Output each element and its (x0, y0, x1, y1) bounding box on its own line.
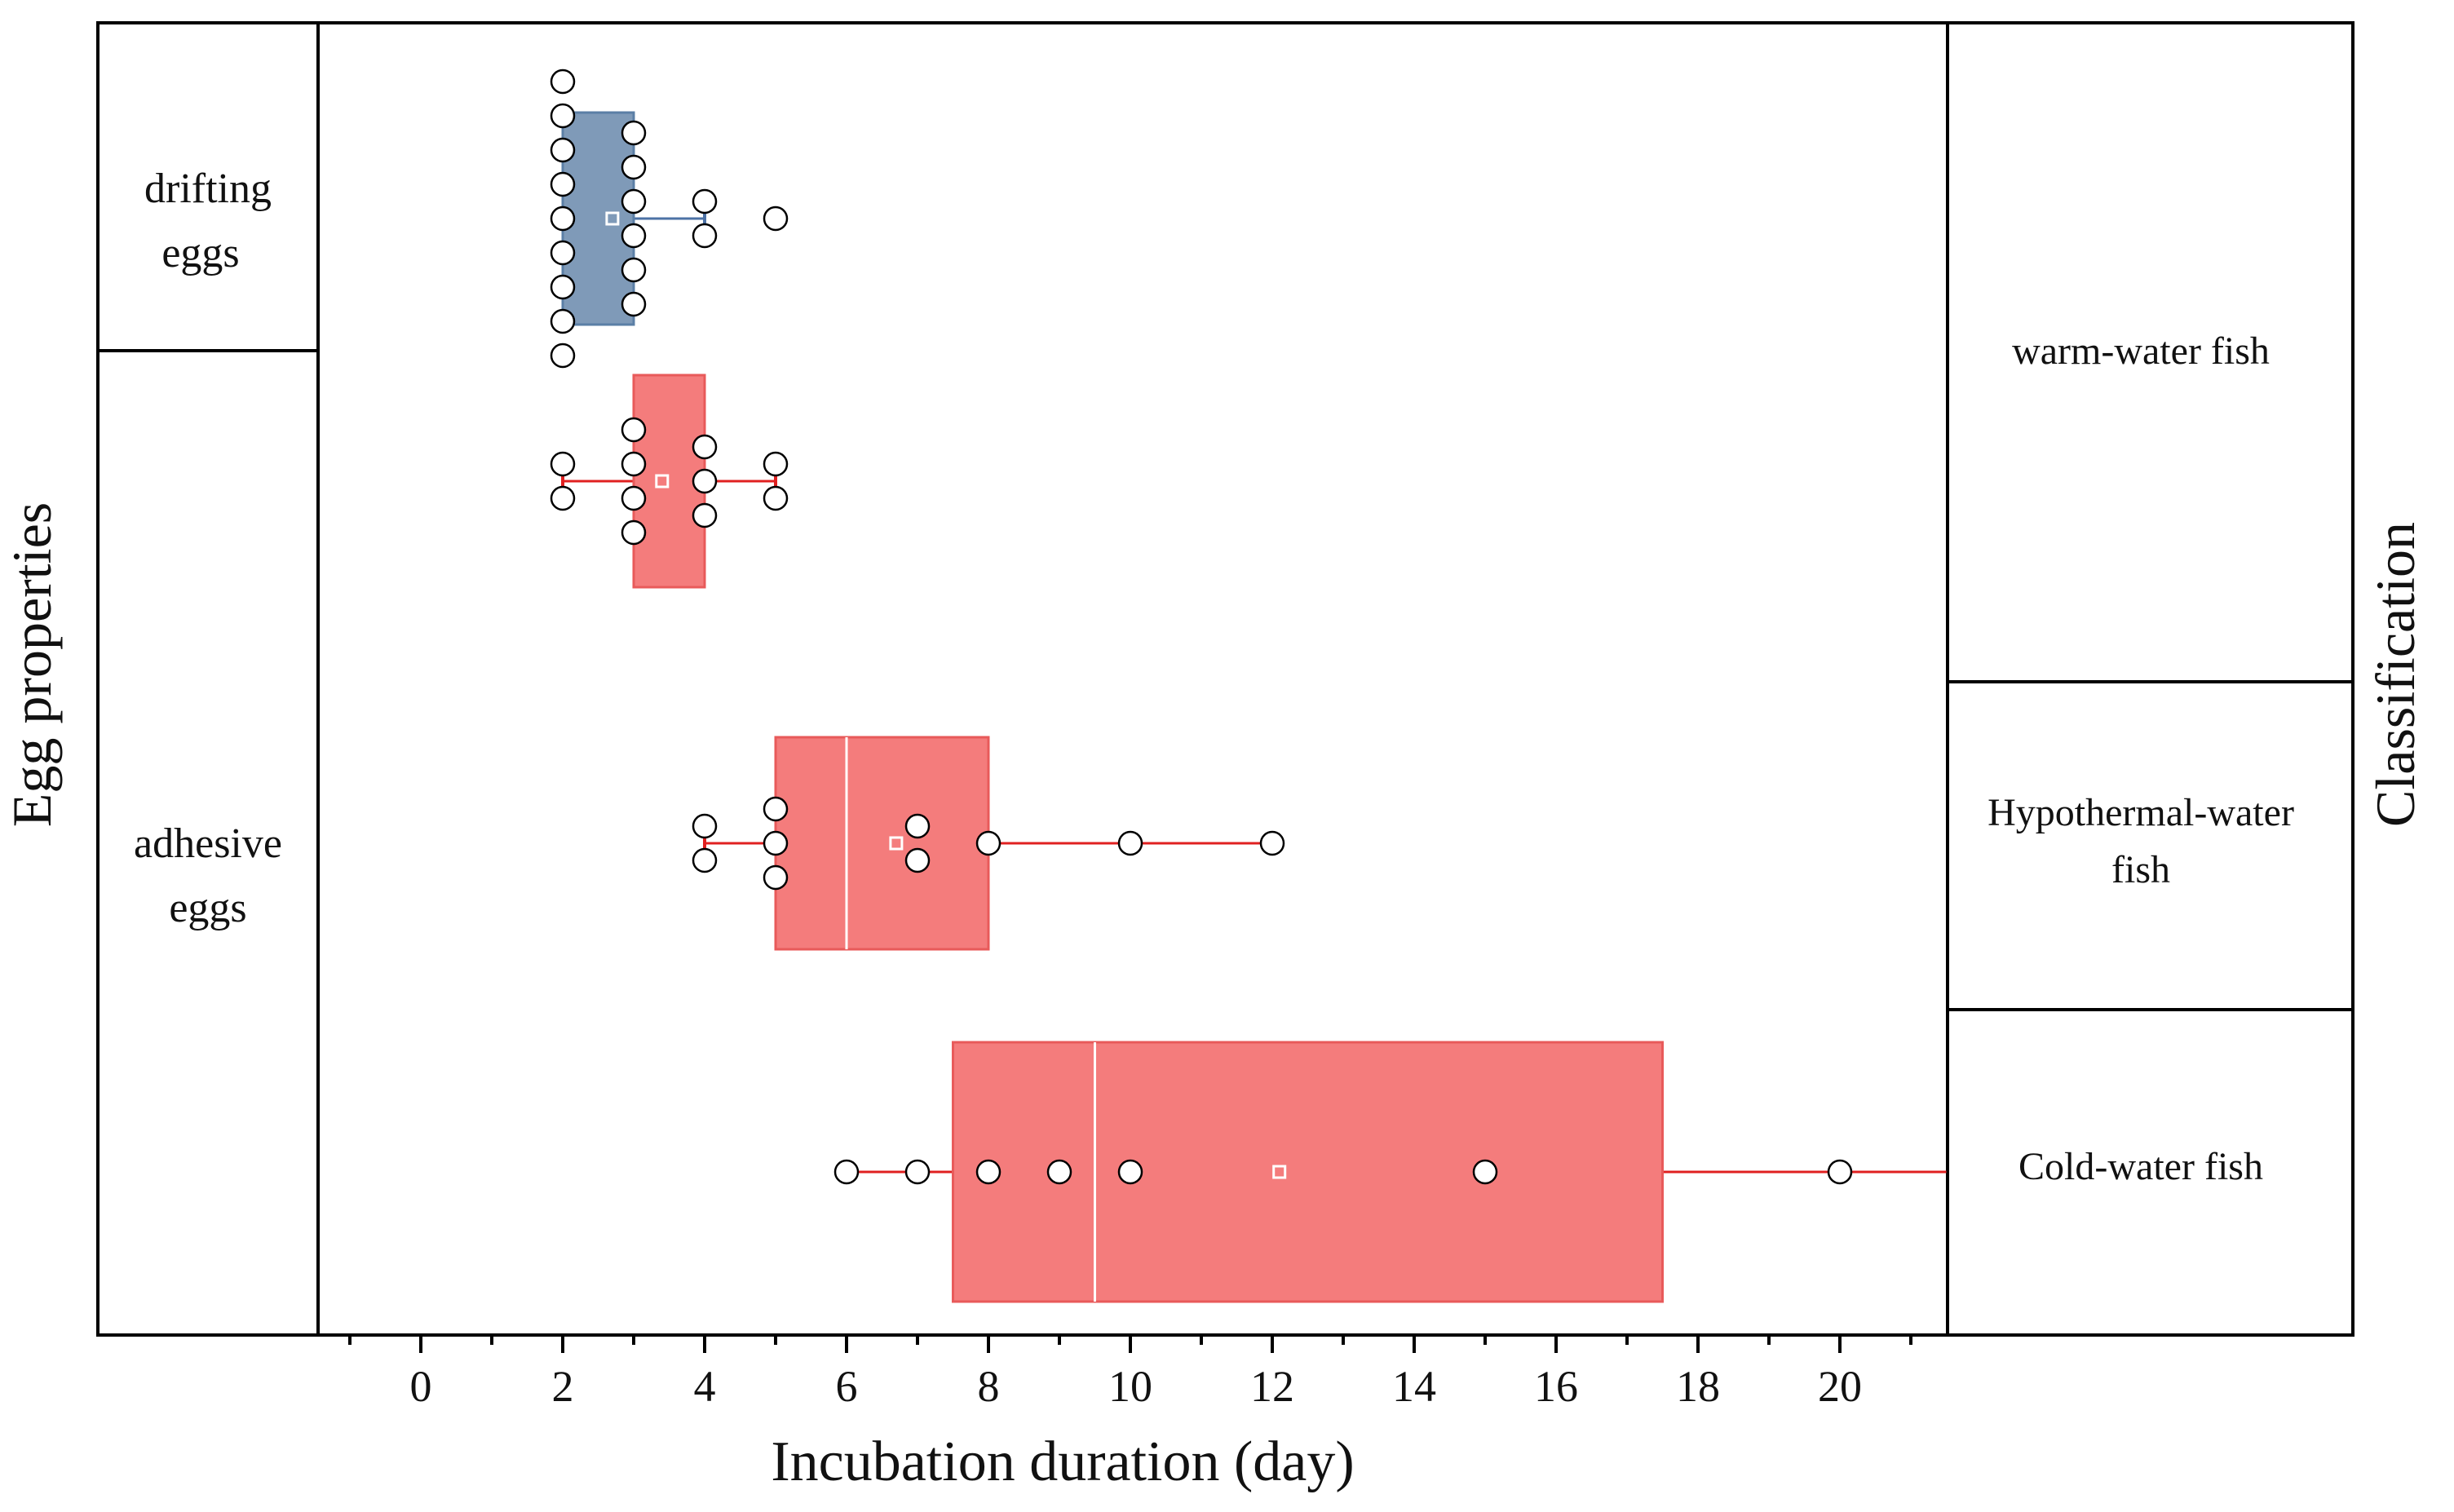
x-tick-label: 4 (694, 1362, 716, 1411)
classification-panel: warm-water fish Hypothermal-water fish C… (1988, 329, 2294, 1188)
data-point (692, 188, 718, 214)
outer-frame (96, 21, 2355, 1337)
classification-label-hypothermal-line-1: Hypothermal-water (1988, 791, 2294, 834)
data-point (975, 1159, 1001, 1185)
data-point (904, 813, 931, 839)
right-axis-title: Classification (2364, 522, 2426, 827)
plot-area (550, 69, 1947, 1303)
x-tick-label: 10 (1108, 1362, 1152, 1411)
data-point (763, 451, 789, 477)
data-point (621, 154, 647, 180)
egg-properties-panel: drifting eggs adhesive eggs (134, 166, 282, 931)
data-point (692, 468, 718, 494)
x-axis: 0 2 4 6 8 10 12 14 16 18 20 (348, 1335, 1912, 1411)
data-point (1827, 1159, 1853, 1185)
box-group-1 (550, 69, 789, 369)
data-point (621, 485, 647, 511)
data-point (833, 1159, 860, 1185)
data-point (550, 274, 576, 300)
box-group-2 (550, 374, 789, 589)
data-point (550, 69, 576, 95)
data-point (904, 847, 931, 873)
data-point (1259, 830, 1285, 856)
data-point (763, 830, 789, 856)
x-tick-label: 14 (1392, 1362, 1436, 1411)
data-point (975, 830, 1001, 856)
mean-marker (605, 211, 620, 226)
data-point (1046, 1159, 1072, 1185)
data-point (1472, 1159, 1498, 1185)
data-point (692, 847, 718, 873)
data-point (621, 188, 647, 214)
data-point (621, 120, 647, 146)
data-point (621, 519, 647, 546)
egg-property-label-drifting-line-2: eggs (161, 230, 239, 276)
data-point (904, 1159, 931, 1185)
egg-property-label-adhesive-line-2: eggs (169, 885, 246, 931)
egg-property-label-drifting-line-1: drifting (144, 166, 272, 212)
classification-label-hypothermal-line-2: fish (2111, 848, 2170, 891)
data-point (621, 257, 647, 283)
box-group-4 (833, 1041, 1947, 1303)
data-point (692, 434, 718, 460)
mean-marker (1272, 1165, 1287, 1179)
data-point (550, 240, 576, 266)
box-iqr (774, 736, 990, 951)
data-point (692, 223, 718, 249)
y-axis-title: Egg properties (1, 502, 63, 827)
x-tick-label: 2 (552, 1362, 574, 1411)
data-point (550, 171, 576, 197)
egg-property-label-adhesive-line-1: adhesive (134, 820, 282, 867)
x-tick-label: 0 (410, 1362, 432, 1411)
data-point (692, 813, 718, 839)
data-point (550, 451, 576, 477)
box-group-3 (692, 736, 1285, 951)
x-tick-label: 18 (1676, 1362, 1720, 1411)
classification-label-cold-water: Cold-water fish (2018, 1145, 2263, 1188)
table-grid (96, 21, 2355, 1337)
data-point (550, 137, 576, 163)
x-axis-title: Incubation duration (day) (771, 1430, 1354, 1493)
data-point (550, 343, 576, 369)
data-point (550, 103, 576, 129)
x-tick-label: 12 (1250, 1362, 1294, 1411)
data-point (1117, 830, 1143, 856)
data-point (550, 308, 576, 334)
x-tick-label: 8 (978, 1362, 1000, 1411)
classification-label-warm-water: warm-water fish (2012, 329, 2270, 373)
data-point (621, 223, 647, 249)
data-point (763, 796, 789, 822)
x-tick-label: 16 (1534, 1362, 1578, 1411)
data-point (763, 206, 789, 232)
data-point (550, 485, 576, 511)
data-point (763, 485, 789, 511)
x-tick-label: 6 (836, 1362, 858, 1411)
data-point (692, 502, 718, 528)
data-point (763, 864, 789, 891)
data-point (621, 451, 647, 477)
data-point (621, 417, 647, 443)
data-point (621, 291, 647, 317)
mean-marker (889, 836, 904, 851)
mean-marker (655, 474, 670, 489)
data-point (550, 206, 576, 232)
x-tick-label: 20 (1818, 1362, 1862, 1411)
data-point (1117, 1159, 1143, 1185)
